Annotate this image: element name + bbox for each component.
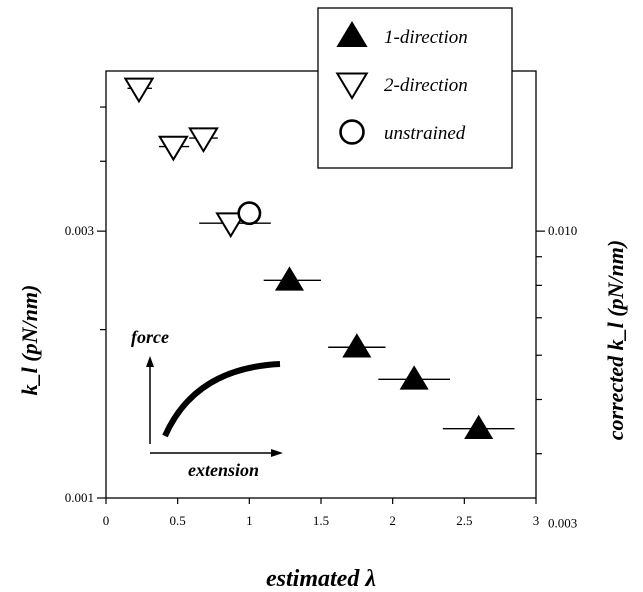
inset-x-arrowhead [271,449,283,457]
legend-label: 1-direction [384,27,468,48]
data-point [123,77,155,104]
legend: 1-direction 2-direction unstrained [317,7,513,169]
data-point [342,333,372,358]
x-ticks: 0 0.5 1 1.5 2 2.5 3 [103,498,540,528]
data-point [237,201,262,226]
x-tick-label: 1.5 [313,513,329,528]
y-left-ticks: 0.001 0.003 [65,106,106,505]
x-tick-label: 2 [389,513,396,528]
data-point [215,212,247,239]
y-axis-title: k_l (pN/nm) [17,285,42,396]
y-left-tick-label: 0.001 [65,490,94,505]
legend-marker [336,21,368,47]
data-point [157,135,189,162]
x-axis-title: estimated λ [266,566,376,592]
inset-schematic: force extension [131,327,283,480]
x-tick-label: 1 [246,513,253,528]
x-tick-label: 3 [533,513,540,528]
data-point [188,127,219,154]
y-right-tick-label: 0.003 [548,516,577,531]
data-point [274,266,304,291]
legend-marker [335,72,369,100]
legend-marker [339,119,365,145]
x-tick-label: 0.5 [170,513,186,528]
data-point [464,414,494,439]
inset-extension-label: extension [188,460,259,480]
x-tick-label: 2.5 [456,513,472,528]
data-point [399,365,429,390]
inset-force-label: force [131,327,169,347]
legend-label: 2-direction [384,75,468,96]
x-tick-label: 0 [103,513,110,528]
y2-axis-title: corrected k_l (pN/nm) [603,240,628,440]
legend-label: unstrained [384,123,466,144]
data-marks [123,77,515,439]
y-left-tick-label: 0.003 [65,223,94,238]
inset-y-arrowhead [146,356,154,367]
y-right-tick-label: 0.010 [548,223,577,238]
inset-force-curve [162,361,281,438]
